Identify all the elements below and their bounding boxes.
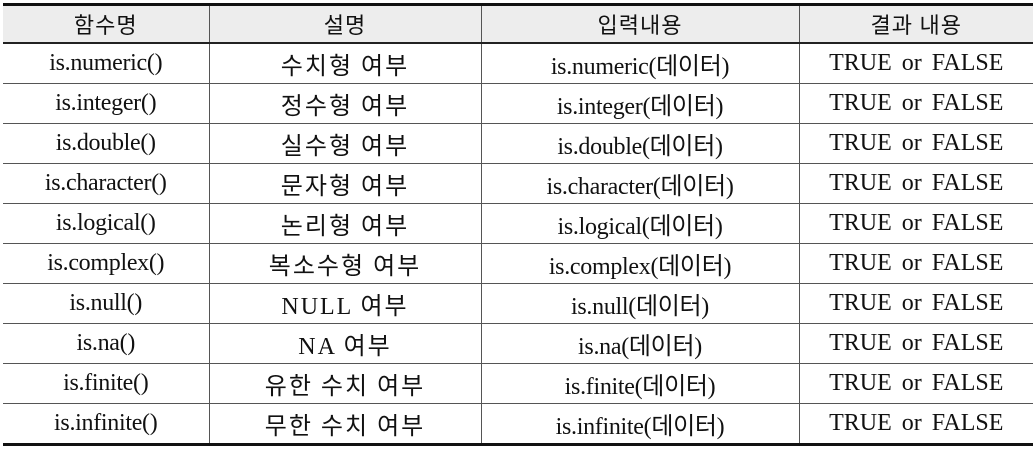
table-row: is.infinite() 무한 수치 여부 is.infinite(데이터) … bbox=[3, 403, 1033, 446]
table-row: is.null() NULL 여부 is.null(데이터) TRUE or F… bbox=[3, 283, 1033, 324]
function-name-cell: is.finite() bbox=[3, 363, 210, 404]
function-name-cell: is.logical() bbox=[3, 203, 210, 244]
input-cell: is.infinite(데이터) bbox=[480, 403, 800, 446]
description-cell: 정수형 여부 bbox=[208, 83, 482, 124]
header-function-name: 함수명 bbox=[3, 3, 210, 44]
table-row: is.numeric() 수치형 여부 is.numeric(데이터) TRUE… bbox=[3, 42, 1033, 84]
input-cell: is.numeric(데이터) bbox=[480, 42, 800, 84]
table-row: is.double() 실수형 여부 is.double(데이터) TRUE o… bbox=[3, 123, 1033, 164]
result-cell: TRUE or FALSE bbox=[798, 283, 1033, 324]
table-row: is.complex() 복소수형 여부 is.complex(데이터) TRU… bbox=[3, 243, 1033, 284]
table-row: is.finite() 유한 수치 여부 is.finite(데이터) TRUE… bbox=[3, 363, 1033, 404]
table-row: is.character() 문자형 여부 is.character(데이터) … bbox=[3, 163, 1033, 204]
input-cell: is.integer(데이터) bbox=[480, 83, 800, 124]
description-cell: NULL 여부 bbox=[208, 283, 482, 324]
input-cell: is.na(데이터) bbox=[480, 323, 800, 364]
function-name-cell: is.numeric() bbox=[3, 42, 210, 84]
header-row: 함수명 설명 입력내용 결과 내용 bbox=[3, 3, 1033, 44]
description-cell: 유한 수치 여부 bbox=[208, 363, 482, 404]
result-cell: TRUE or FALSE bbox=[798, 363, 1033, 404]
description-cell: NA 여부 bbox=[208, 323, 482, 364]
result-cell: TRUE or FALSE bbox=[798, 323, 1033, 364]
table-row: is.na() NA 여부 is.na(데이터) TRUE or FALSE bbox=[3, 323, 1033, 364]
table-header: 함수명 설명 입력내용 결과 내용 bbox=[3, 3, 1033, 44]
input-cell: is.null(데이터) bbox=[480, 283, 800, 324]
header-description: 설명 bbox=[208, 3, 482, 44]
result-cell: TRUE or FALSE bbox=[798, 42, 1033, 84]
result-cell: TRUE or FALSE bbox=[798, 163, 1033, 204]
function-name-cell: is.double() bbox=[3, 123, 210, 164]
table-body: is.numeric() 수치형 여부 is.numeric(데이터) TRUE… bbox=[3, 42, 1033, 446]
function-name-cell: is.complex() bbox=[3, 243, 210, 284]
description-cell: 수치형 여부 bbox=[208, 42, 482, 84]
description-cell: 논리형 여부 bbox=[208, 203, 482, 244]
table-row: is.logical() 논리형 여부 is.logical(데이터) TRUE… bbox=[3, 203, 1033, 244]
input-cell: is.logical(데이터) bbox=[480, 203, 800, 244]
type-check-functions-table: 함수명 설명 입력내용 결과 내용 is.numeric() 수치형 여부 is… bbox=[3, 3, 1033, 446]
input-cell: is.complex(데이터) bbox=[480, 243, 800, 284]
description-cell: 문자형 여부 bbox=[208, 163, 482, 204]
input-cell: is.finite(데이터) bbox=[480, 363, 800, 404]
header-input: 입력내용 bbox=[480, 3, 800, 44]
function-name-cell: is.infinite() bbox=[3, 403, 210, 446]
function-name-cell: is.na() bbox=[3, 323, 210, 364]
result-cell: TRUE or FALSE bbox=[798, 123, 1033, 164]
result-cell: TRUE or FALSE bbox=[798, 203, 1033, 244]
header-result: 결과 내용 bbox=[798, 3, 1033, 44]
function-name-cell: is.null() bbox=[3, 283, 210, 324]
description-cell: 복소수형 여부 bbox=[208, 243, 482, 284]
result-cell: TRUE or FALSE bbox=[798, 83, 1033, 124]
input-cell: is.double(데이터) bbox=[480, 123, 800, 164]
function-name-cell: is.character() bbox=[3, 163, 210, 204]
description-cell: 실수형 여부 bbox=[208, 123, 482, 164]
table-row: is.integer() 정수형 여부 is.integer(데이터) TRUE… bbox=[3, 83, 1033, 124]
input-cell: is.character(데이터) bbox=[480, 163, 800, 204]
description-cell: 무한 수치 여부 bbox=[208, 403, 482, 446]
result-cell: TRUE or FALSE bbox=[798, 403, 1033, 446]
result-cell: TRUE or FALSE bbox=[798, 243, 1033, 284]
function-name-cell: is.integer() bbox=[3, 83, 210, 124]
